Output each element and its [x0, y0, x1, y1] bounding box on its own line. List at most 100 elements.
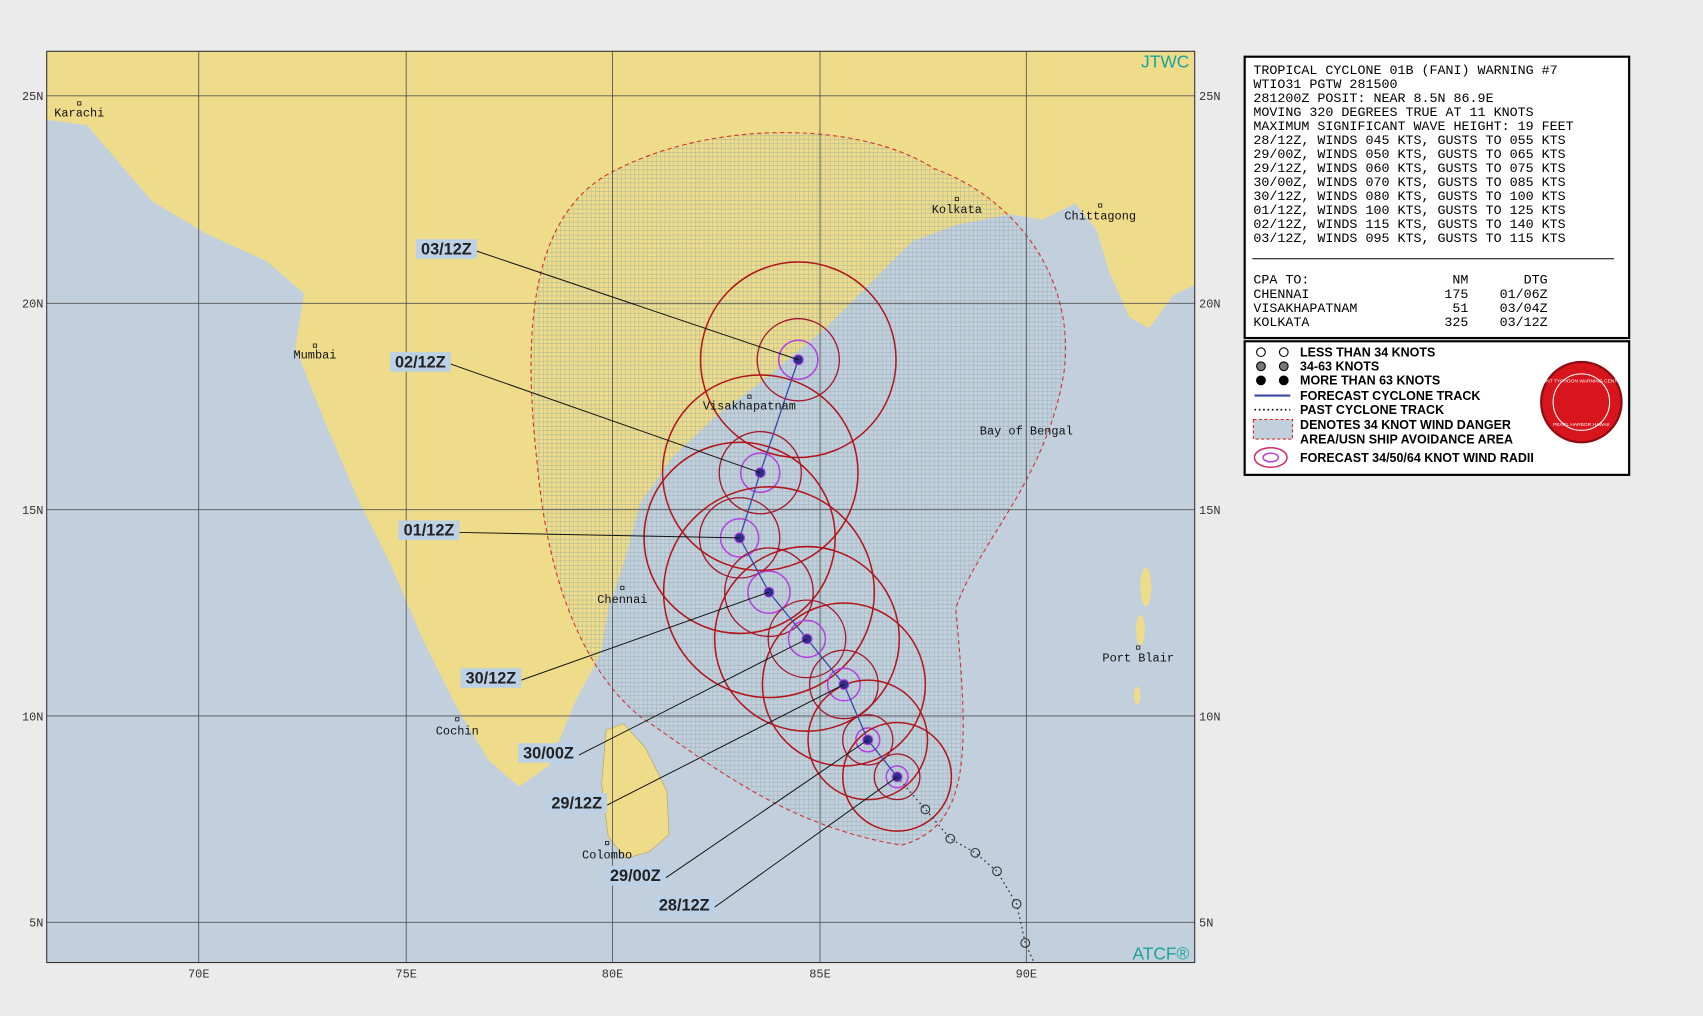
place-name: Kolkata [932, 203, 982, 217]
cpa-cell: 51 [1452, 302, 1468, 317]
lat-label: 25N [22, 90, 43, 104]
radius-64kt [739, 452, 781, 494]
radius-64kt [777, 339, 819, 381]
legend-symbol [1278, 375, 1289, 386]
label-leader [459, 531, 740, 539]
cpa-header: NM [1452, 274, 1468, 289]
logo-inner [1552, 373, 1611, 431]
map-area [46, 51, 1195, 963]
legend-text: DENOTES 34 KNOT WIND DANGER [1300, 418, 1511, 432]
lon-label: 90E [1016, 968, 1037, 982]
lon-label: 75E [395, 968, 417, 982]
place-dot [1136, 645, 1141, 650]
place-name: Port Blair [1102, 652, 1174, 666]
label-leader [606, 684, 845, 806]
lat-label: 20N [1199, 298, 1221, 312]
past-position [1011, 898, 1022, 909]
lat-label: 25N [1199, 90, 1221, 104]
legend-text: MORE THAN 63 KNOTS [1300, 374, 1440, 388]
radius-34kt [662, 486, 876, 699]
cpa-cell: 03/04Z [1500, 302, 1548, 317]
lat-label: 5N [1199, 917, 1213, 931]
warning-line: 28/12Z, WINDS 045 KTS, GUSTS TO 055 KTS [1253, 134, 1565, 149]
andaman-islands [1133, 567, 1152, 705]
legend-symbol [1256, 375, 1266, 386]
past-position [1020, 938, 1031, 948]
label-leader [665, 739, 869, 879]
lon-label: 80E [602, 968, 624, 982]
cpa-cell: 03/12Z [1500, 316, 1548, 331]
warning-line: 02/12Z, WINDS 115 KTS, GUSTS TO 140 KTS [1253, 218, 1565, 233]
radius-64kt [855, 727, 881, 753]
radius-64kt [885, 765, 909, 789]
place-dot [455, 717, 460, 722]
legend-text: FORECAST 34/50/64 KNOT WIND RADII [1300, 451, 1534, 465]
graticule [46, 51, 1195, 963]
place-name: Visakhapatnam [703, 400, 796, 414]
label-bg [546, 793, 608, 813]
place-name: Cochin [436, 724, 479, 738]
label-bg [398, 520, 460, 541]
radius-50kt [718, 430, 802, 515]
lat-label: 5N [29, 917, 43, 931]
badge-atcf: ATCF® [1132, 943, 1189, 963]
radius-34kt [661, 374, 859, 572]
warning-line: 30/00Z, WINDS 070 KTS, GUSTS TO 085 KTS [1253, 176, 1565, 191]
label-bg [389, 352, 451, 372]
legend-text: 34-63 KNOTS [1300, 360, 1379, 374]
forecast-label: 29/12Z [551, 794, 602, 812]
radius-50kt [809, 649, 879, 720]
legend-text: AREA/USN SHIP AVOIDANCE AREA [1300, 432, 1513, 446]
place-dot [747, 394, 752, 399]
legend-symbol [1256, 347, 1266, 358]
legend-radii [1253, 446, 1288, 469]
warning-panel [1243, 55, 1631, 340]
lat-label: 10N [1199, 710, 1221, 724]
legend-symbol [1278, 361, 1289, 372]
warning-line: 29/12Z, WINDS 060 KTS, GUSTS TO 075 KTS [1253, 162, 1565, 177]
badge-jtwc: JTWC [1141, 52, 1189, 72]
warning-line: 30/12Z, WINDS 080 KTS, GUSTS TO 100 KTS [1253, 190, 1565, 205]
radius-50kt [842, 714, 894, 766]
past-position [920, 804, 931, 815]
lon-label: 70E [188, 968, 210, 982]
cpa-cell: 01/06Z [1500, 288, 1548, 303]
radius-50kt [873, 753, 921, 801]
label-leader [476, 250, 799, 361]
warning-line: 281200Z POSIT: NEAR 8.5N 86.9E [1253, 92, 1493, 107]
warning-line: 01/12Z, WINDS 100 KTS, GUSTS TO 125 KTS [1253, 204, 1565, 219]
place-name: Chittagong [1064, 210, 1136, 224]
place-dot [77, 101, 82, 106]
place-name: Colombo [582, 848, 632, 862]
lat-label: 10N [22, 710, 43, 724]
place-dot [605, 840, 610, 846]
label-leader [714, 776, 898, 908]
cpa-header: DTG [1524, 274, 1548, 289]
forecast-label: 02/12Z [395, 353, 446, 371]
place-dot [620, 585, 625, 590]
past-position [992, 866, 1002, 877]
legend-symbol [1256, 361, 1266, 372]
forecast-label: 29/00Z [610, 867, 661, 885]
label-leader [578, 638, 808, 756]
lat-label: 15N [1199, 504, 1221, 518]
radius-50kt [756, 318, 840, 402]
legend-radii [1262, 452, 1280, 463]
warning-line: WTIO31 PGTW 281500 [1253, 78, 1397, 93]
lat-label: 20N [22, 298, 43, 312]
label-bg [460, 668, 522, 688]
place-dot [312, 343, 318, 348]
past-track [896, 776, 1035, 963]
place-name: Bay of Bengal [980, 425, 1073, 439]
labels: 25N 25N 20N 20N 15N 15N 10N 10N 5N 5N 70E 75E 80E 85E… [22, 52, 1221, 982]
logo-text: PEARL HARBOR HAWAII [1553, 422, 1609, 428]
legend-text: FORECAST CYCLONE TRACK [1300, 389, 1480, 403]
cpa-cell: VISAKHAPATNAM [1253, 302, 1357, 317]
radius-64kt [787, 619, 827, 659]
radius-50kt [724, 547, 814, 638]
forecast-label: 28/12Z [659, 896, 710, 914]
radius-34kt [807, 679, 929, 801]
label-bg [415, 239, 477, 259]
cpa-cell: KOLKATA [1253, 316, 1309, 331]
